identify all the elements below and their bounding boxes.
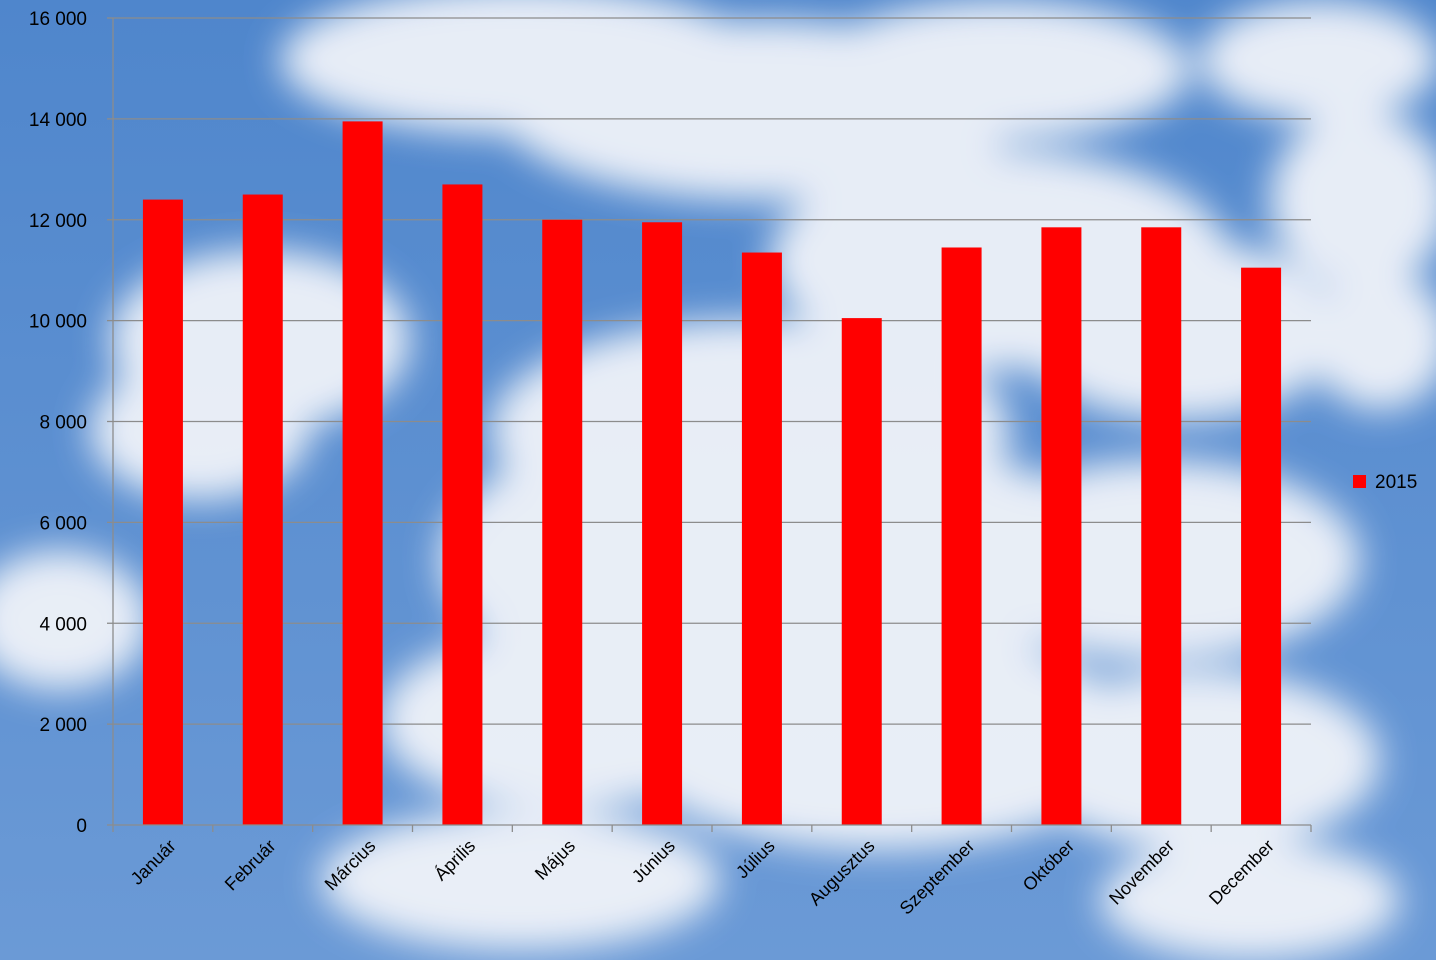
- x-tick-label: Szeptember: [896, 836, 979, 919]
- x-tick-label: Június: [628, 836, 679, 887]
- gridlines: [107, 17, 1311, 826]
- bar-7: [741, 252, 782, 826]
- y-tick-label: 8 000: [39, 413, 87, 434]
- x-tick-label: Október: [1019, 836, 1078, 895]
- y-tick-label: 16 000: [29, 9, 87, 30]
- bar-4: [442, 184, 483, 826]
- y-tick-label: 0: [76, 816, 87, 837]
- bar-10: [1041, 227, 1082, 826]
- bar-1: [142, 199, 183, 825]
- bar-8: [841, 318, 882, 825]
- legend-label-2015: 2015: [1375, 472, 1417, 493]
- axes: [112, 18, 1312, 832]
- y-tick-label: 6 000: [39, 513, 87, 534]
- y-tick-label: 10 000: [29, 312, 87, 333]
- x-tick-label: Január: [127, 836, 180, 889]
- bar-11: [1141, 227, 1182, 826]
- bar-9: [941, 247, 982, 826]
- bar-3: [342, 121, 383, 826]
- x-tick-label: Április: [430, 836, 479, 885]
- bar-6: [642, 222, 683, 826]
- x-tick-label: Augusztus: [805, 836, 879, 910]
- y-axis-tick-labels: 0 2 000 4 000 6 000 8 000 10 000 12 000 14 000 1…: [29, 9, 87, 837]
- x-tick-label: November: [1105, 836, 1178, 909]
- x-tick-label: Március: [321, 836, 380, 895]
- x-tick-label: December: [1205, 836, 1278, 909]
- y-tick-label: 14 000: [29, 110, 87, 131]
- x-tick-label: Május: [531, 836, 579, 884]
- bar-12: [1241, 267, 1282, 825]
- y-tick-label: 12 000: [29, 211, 87, 232]
- y-tick-label: 2 000: [39, 715, 87, 736]
- bar-2: [242, 194, 283, 825]
- x-tick-label: Július: [732, 836, 779, 883]
- legend-swatch-2015: [1353, 475, 1366, 488]
- x-axis-tick-labels: Január Február Március Április Május Június Jú…: [127, 836, 1278, 919]
- bar-5: [542, 219, 583, 825]
- y-tick-label: 4 000: [39, 614, 87, 635]
- legend: 2015: [1353, 472, 1417, 493]
- bar-series-2015: [142, 121, 1282, 826]
- x-tick-label: Február: [221, 836, 280, 895]
